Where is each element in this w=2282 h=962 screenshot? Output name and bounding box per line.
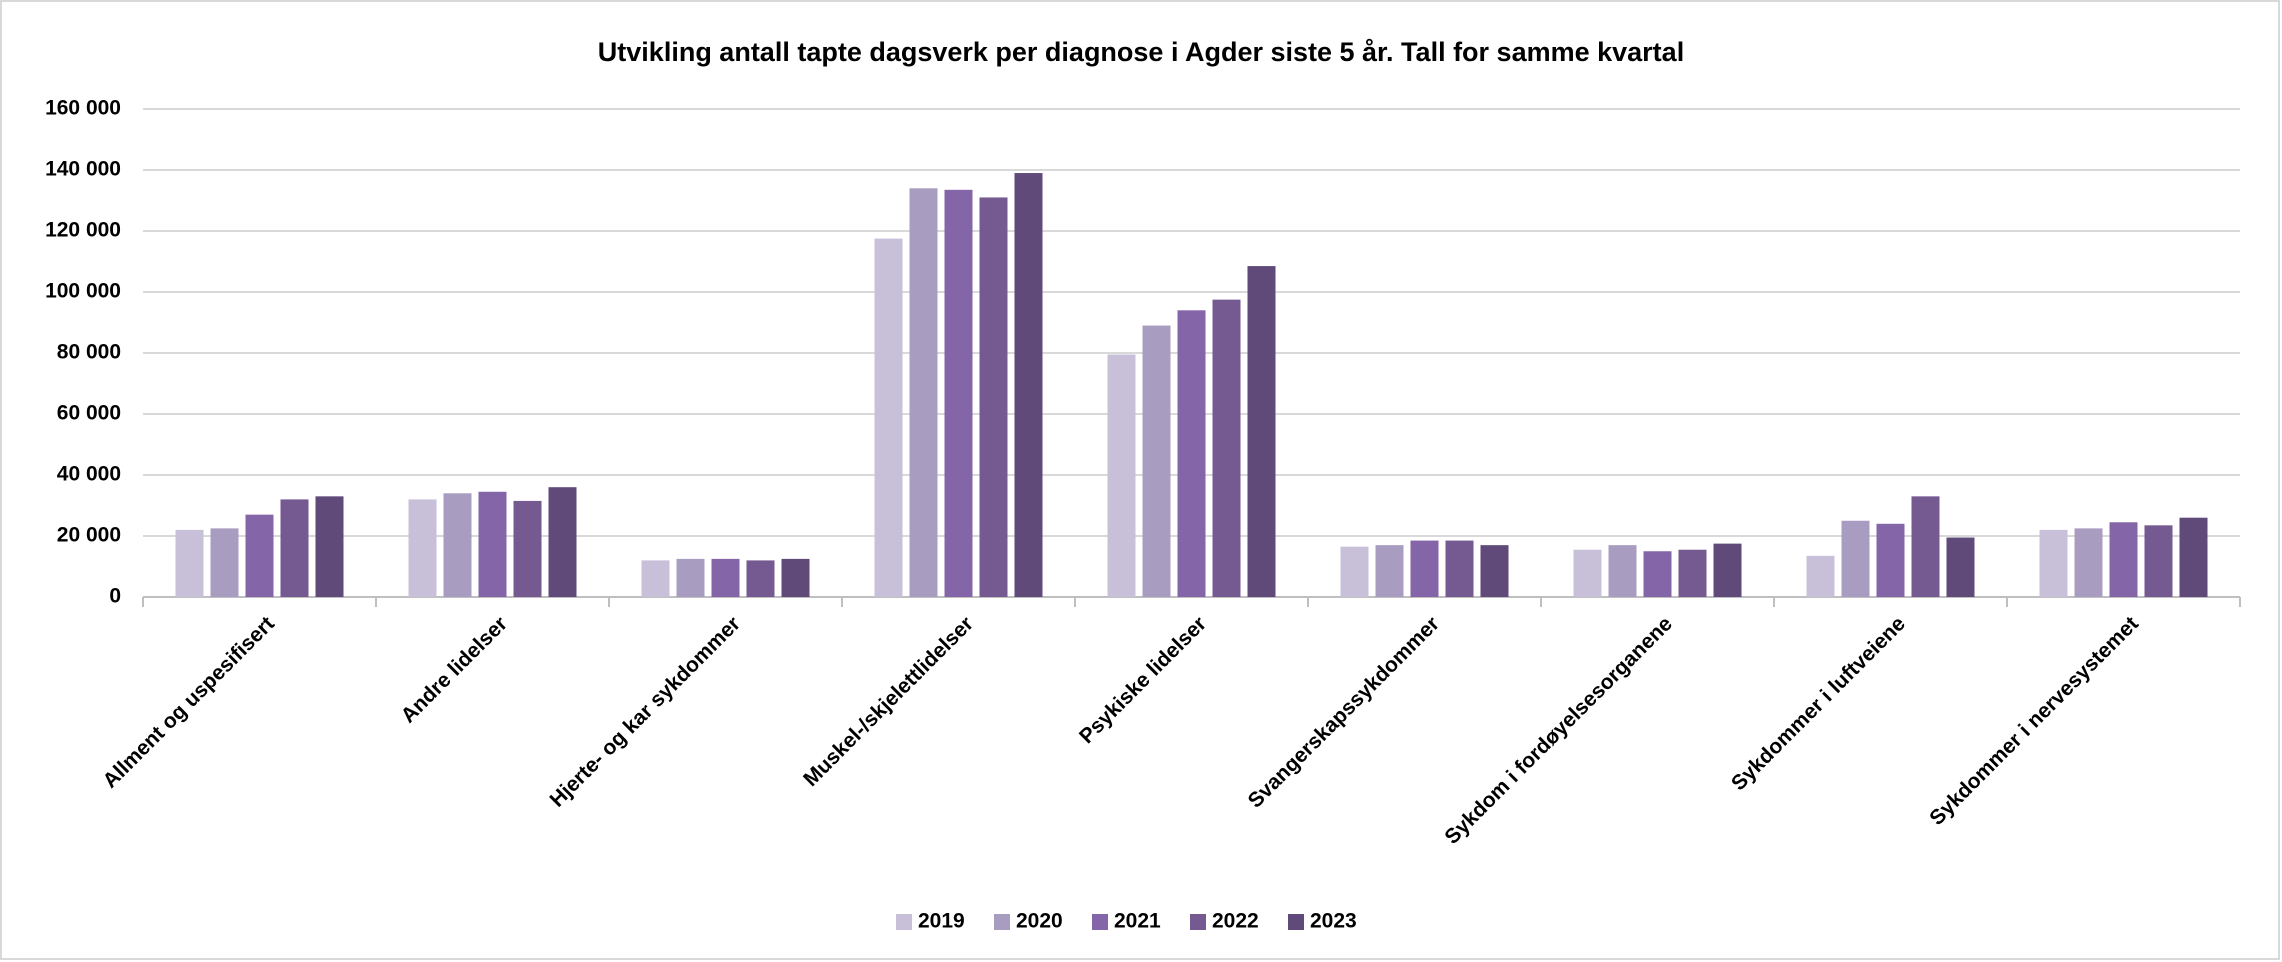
bar <box>1643 551 1672 597</box>
legend-label: 2022 <box>1212 910 1259 933</box>
bar <box>210 528 239 597</box>
y-tick-label: 0 <box>109 585 121 608</box>
bar <box>478 491 507 597</box>
bar <box>909 188 938 598</box>
bar <box>944 189 973 597</box>
chart-title: Utvikling antall tapte dagsverk per diag… <box>598 37 1684 67</box>
legend-swatch <box>1288 914 1304 930</box>
bar <box>548 487 577 597</box>
bar <box>1608 545 1637 597</box>
y-tick-label: 80 000 <box>57 341 121 364</box>
bar <box>245 514 274 597</box>
bar <box>280 499 309 597</box>
bar <box>2039 529 2068 597</box>
y-tick-label: 20 000 <box>57 524 121 547</box>
bar <box>1107 354 1136 597</box>
bar <box>1142 325 1171 597</box>
legend-label: 2021 <box>1114 910 1161 933</box>
y-tick-label: 120 000 <box>45 219 121 242</box>
y-tick-label: 60 000 <box>57 402 121 425</box>
bar <box>1445 540 1474 597</box>
bar <box>513 500 542 597</box>
bar <box>781 558 810 597</box>
bar <box>2109 522 2138 597</box>
y-tick-label: 40 000 <box>57 463 121 486</box>
bar <box>1410 540 1439 597</box>
bar <box>1678 549 1707 597</box>
legend-swatch <box>994 914 1010 930</box>
bar <box>746 560 775 597</box>
legend-label: 2019 <box>918 910 965 933</box>
bar <box>1480 545 1509 597</box>
legend-label: 2023 <box>1310 910 1357 933</box>
y-tick-label: 140 000 <box>45 158 121 181</box>
legend-swatch <box>1092 914 1108 930</box>
bar <box>175 529 204 597</box>
bar <box>1841 520 1870 597</box>
legend-swatch <box>1190 914 1206 930</box>
bar <box>2144 525 2173 597</box>
bar <box>1247 266 1276 597</box>
bar <box>1946 537 1975 597</box>
bar <box>2179 517 2208 597</box>
bar <box>676 558 705 597</box>
bar <box>1573 549 1602 597</box>
bar <box>641 560 670 597</box>
y-tick-label: 160 000 <box>45 97 121 120</box>
legend-swatch <box>896 914 912 930</box>
y-tick-label: 100 000 <box>45 280 121 303</box>
bar <box>408 499 437 597</box>
bar <box>1177 310 1206 597</box>
bar <box>1806 555 1835 597</box>
legend-label: 2020 <box>1016 910 1063 933</box>
bar <box>1713 543 1742 597</box>
bar <box>1340 546 1369 597</box>
bar <box>315 496 344 597</box>
bar <box>1876 523 1905 597</box>
bar <box>1014 173 1043 598</box>
bar <box>1212 299 1241 597</box>
bar <box>1911 496 1940 597</box>
bar <box>443 493 472 597</box>
bar <box>711 558 740 597</box>
bar <box>2074 528 2103 597</box>
bar <box>874 238 903 597</box>
bar <box>979 197 1008 597</box>
bar <box>1375 545 1404 597</box>
